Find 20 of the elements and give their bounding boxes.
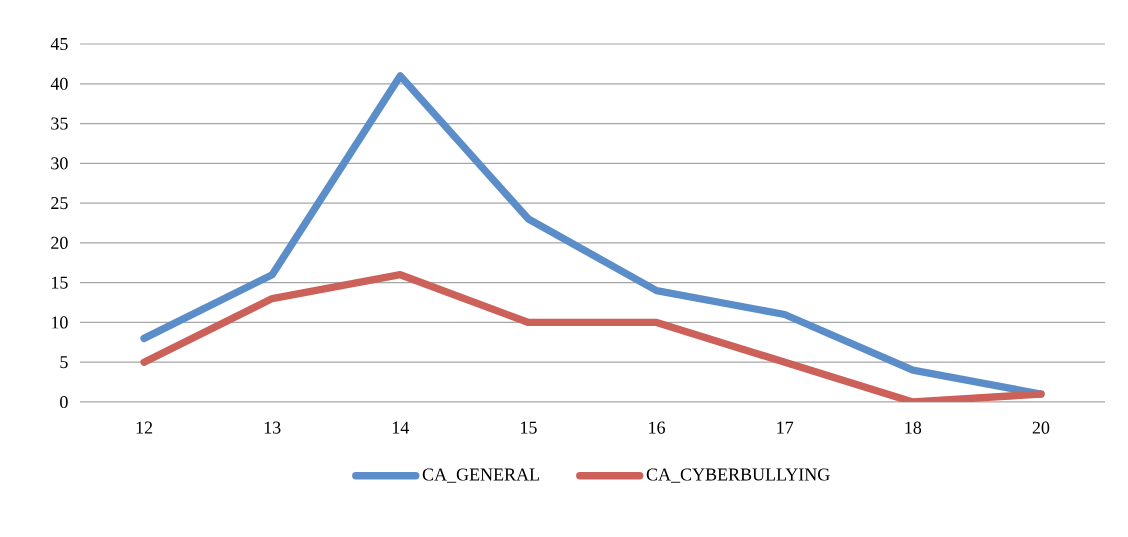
x-tick-label: 12 bbox=[136, 421, 153, 434]
x-tick-label: 13 bbox=[264, 421, 281, 434]
x-tick-label: 15 bbox=[521, 421, 537, 434]
legend-label: CA_CYBERBULLYING bbox=[646, 468, 830, 483]
x-tick-label: 16 bbox=[649, 421, 666, 434]
y-tick-label: 30 bbox=[51, 157, 68, 170]
y-tick-label: 10 bbox=[52, 316, 68, 329]
x-tick-label: 20 bbox=[1032, 421, 1050, 434]
y-tick-label: 35 bbox=[51, 117, 68, 130]
x-tick-label: 18 bbox=[905, 421, 922, 434]
y-tick-label: 15 bbox=[52, 276, 68, 289]
y-tick-label: 20 bbox=[51, 236, 68, 249]
y-tick-label: 25 bbox=[51, 197, 68, 210]
y-tick-label: 40 bbox=[50, 77, 68, 90]
legend-label: CA_GENERAL bbox=[422, 468, 539, 483]
y-tick-label: 5 bbox=[60, 356, 68, 369]
y-tick-label: 0 bbox=[60, 395, 68, 409]
y-tick-label: 45 bbox=[50, 37, 68, 50]
x-tick-label: 17 bbox=[777, 421, 794, 434]
x-tick-label: 14 bbox=[392, 421, 410, 434]
